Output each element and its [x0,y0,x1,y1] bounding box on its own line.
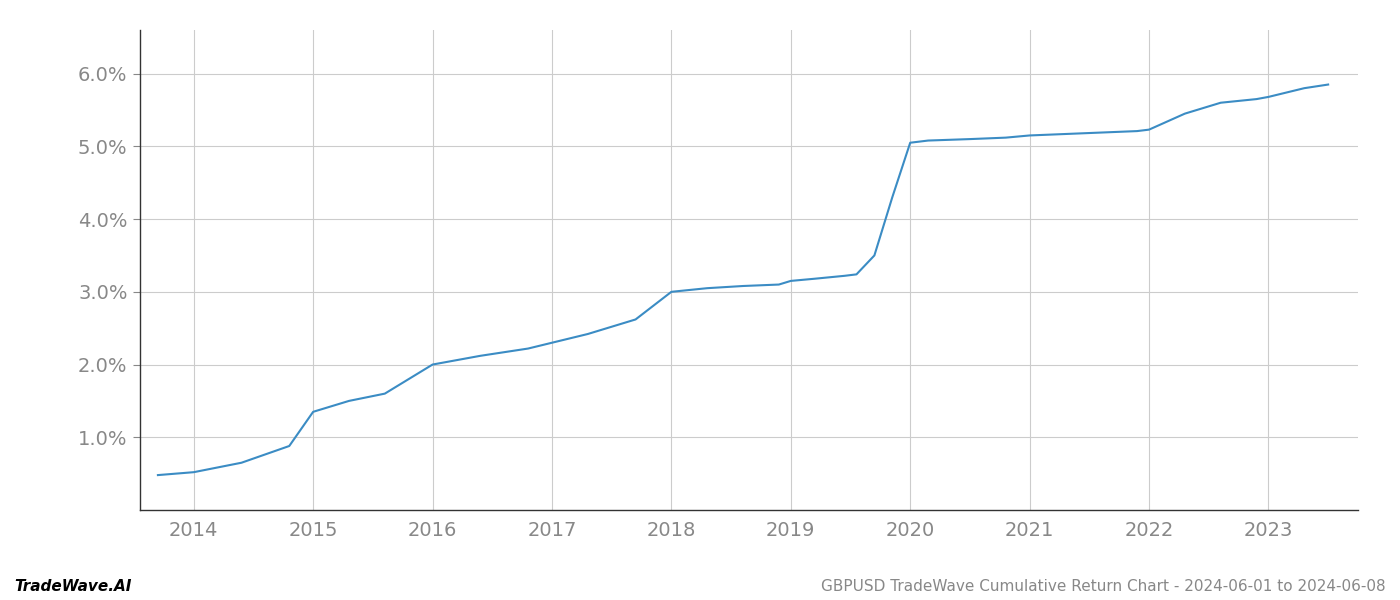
Text: GBPUSD TradeWave Cumulative Return Chart - 2024-06-01 to 2024-06-08: GBPUSD TradeWave Cumulative Return Chart… [822,579,1386,594]
Text: TradeWave.AI: TradeWave.AI [14,579,132,594]
